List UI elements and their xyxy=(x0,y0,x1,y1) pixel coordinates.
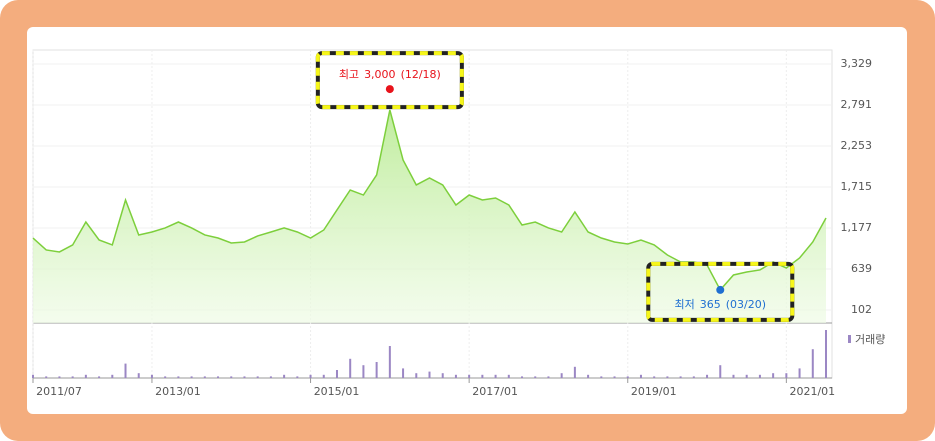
volume-bar xyxy=(600,376,603,378)
callout-text: 최저 365 (03/20) xyxy=(674,298,766,311)
volume-bar xyxy=(785,373,788,378)
y-tick-label: 1,715 xyxy=(841,180,873,193)
volume-bar xyxy=(375,362,378,378)
callout-label: 최고 xyxy=(339,68,359,81)
volume-bar xyxy=(322,374,325,378)
volume-bar xyxy=(124,363,127,378)
x-tick-label: 2017/01 xyxy=(472,385,518,398)
volume-bar xyxy=(639,374,642,378)
volume-bar xyxy=(150,374,153,378)
volume-bar xyxy=(283,374,286,378)
volume-bar xyxy=(653,376,656,378)
y-tick-label: 2,791 xyxy=(841,98,873,111)
volume-bar xyxy=(758,374,761,378)
area xyxy=(33,109,826,323)
volume-bar xyxy=(84,374,87,378)
volume-bar xyxy=(71,376,74,378)
volume-bar xyxy=(468,374,471,378)
volume-bar xyxy=(454,374,457,378)
y-tick-label: 3,329 xyxy=(841,57,873,70)
callout-value-label: 3,000 xyxy=(364,68,396,81)
volume-bar xyxy=(494,374,497,378)
volume-bar xyxy=(573,366,576,378)
volume-bar xyxy=(309,374,312,378)
callout-date: (03/20) xyxy=(726,298,766,311)
volume-bar xyxy=(745,374,748,378)
volume-legend-swatch xyxy=(848,335,851,343)
volume-bar xyxy=(217,376,220,378)
y-tick-label: 2,253 xyxy=(841,139,873,152)
volume-bar xyxy=(560,373,563,378)
callout-value-label: 365 xyxy=(700,298,721,311)
volume-bar xyxy=(719,365,722,378)
volume-bar xyxy=(679,376,682,378)
volume-bar xyxy=(362,365,365,378)
volume-bar xyxy=(613,376,616,378)
volume-bar xyxy=(547,376,550,378)
x-tick-label: 2011/07 xyxy=(36,385,82,398)
volume-legend: 거래량 xyxy=(855,333,885,346)
volume-bar xyxy=(534,376,537,378)
volume-bar xyxy=(415,373,418,378)
volume-bar xyxy=(666,376,669,378)
volume-bar xyxy=(45,376,48,378)
x-tick-label: 2015/01 xyxy=(314,385,360,398)
volume-bar xyxy=(269,376,272,378)
volume-bar xyxy=(230,376,233,378)
volume-bar xyxy=(626,376,629,378)
extreme-dot xyxy=(716,285,725,294)
volume-bar xyxy=(32,374,34,378)
volume-bar xyxy=(811,349,814,378)
volume-bar xyxy=(203,376,206,378)
y-tick-label: 639 xyxy=(851,262,872,275)
extreme-dot xyxy=(385,85,394,94)
volume-bar xyxy=(798,368,801,378)
volume-bar xyxy=(428,371,431,378)
volume-bar xyxy=(441,373,444,378)
y-tick-label: 102 xyxy=(851,303,872,316)
callout-date: (12/18) xyxy=(401,68,441,81)
x-tick-label: 2019/01 xyxy=(631,385,677,398)
volume-bar xyxy=(706,374,709,378)
volume-bar xyxy=(388,346,391,378)
volume-bar xyxy=(521,376,524,378)
volume-bar xyxy=(58,376,61,378)
volume-bar xyxy=(98,376,101,378)
callout-box xyxy=(315,51,464,110)
volume-bar xyxy=(402,368,405,378)
volume-bar xyxy=(825,330,827,378)
x-tick-label: 2021/01 xyxy=(789,385,835,398)
volume-bar xyxy=(256,376,259,378)
volume-bar xyxy=(296,376,299,378)
volume-bar xyxy=(190,376,193,378)
volume-bar xyxy=(111,374,114,378)
volume-bar xyxy=(481,374,484,378)
volume-bar xyxy=(164,376,167,378)
y-tick-label: 1,177 xyxy=(841,221,873,234)
volume-bar xyxy=(692,376,695,378)
volume-bar xyxy=(772,373,775,378)
callout-label: 최저 xyxy=(674,298,694,311)
x-tick-label: 2013/01 xyxy=(155,385,201,398)
callout-box xyxy=(646,261,795,322)
volume-bar xyxy=(243,376,246,378)
layer: 3,329 2,791 2,253 1,715 1,177 639 102 2011/07 20… xyxy=(32,50,885,398)
volume-bar xyxy=(349,358,352,378)
callout-text: 최고 3,000 (12/18) xyxy=(339,68,441,81)
volume-bar xyxy=(732,374,735,378)
volume-bar xyxy=(177,376,180,378)
volume-bar xyxy=(587,374,590,378)
volume-bar xyxy=(335,370,338,378)
volume-bar xyxy=(137,373,140,378)
volume-bar xyxy=(507,374,510,378)
